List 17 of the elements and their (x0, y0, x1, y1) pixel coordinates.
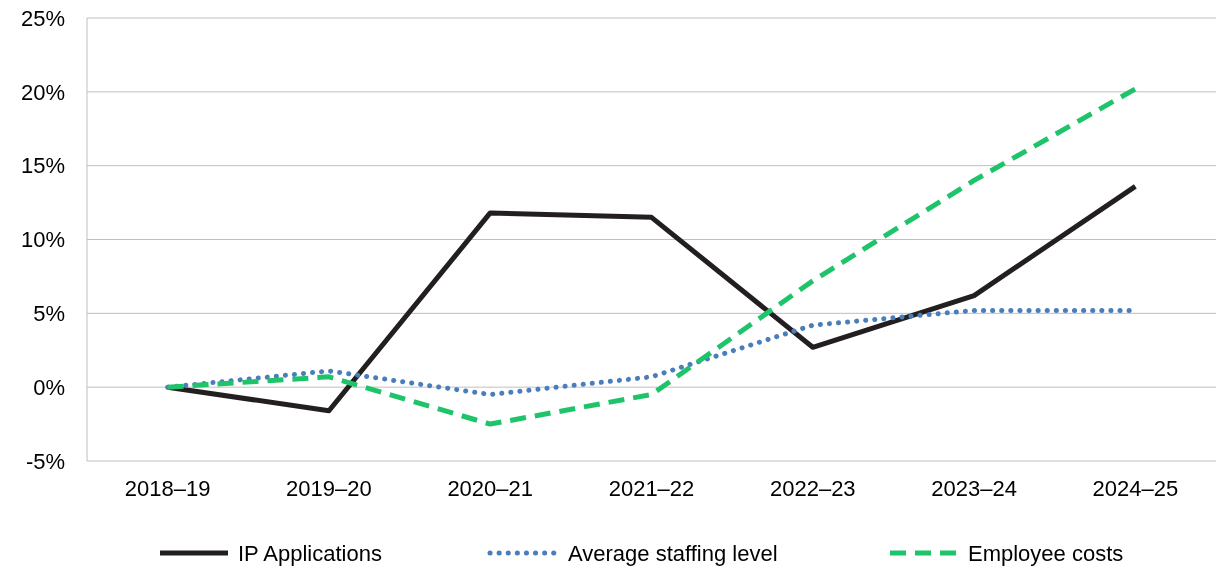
y-tick-label: 5% (33, 301, 65, 327)
x-tick-label: 2023–24 (931, 476, 1017, 501)
x-tick-label: 2018–19 (124, 476, 211, 501)
legend-label: Employee costs (968, 540, 1124, 566)
y-tick-label: 0% (33, 374, 65, 400)
y-tick-label: -5% (25, 448, 65, 474)
x-tick-label: 2022–23 (769, 476, 856, 501)
y-tick-label: 10% (20, 227, 65, 253)
y-tick-label: 15% (20, 153, 65, 179)
y-tick-label: 20% (20, 79, 65, 105)
x-tick-label: 2019–20 (286, 476, 372, 501)
x-tick-label: 2020–21 (447, 476, 534, 501)
y-tick-label: 25% (20, 5, 65, 31)
x-tick-label: 2021–22 (608, 476, 695, 501)
x-tick-label: 2024–25 (1092, 476, 1179, 501)
legend-label: IP Applications (238, 540, 382, 566)
legend-label: Average staffing level (568, 540, 778, 566)
